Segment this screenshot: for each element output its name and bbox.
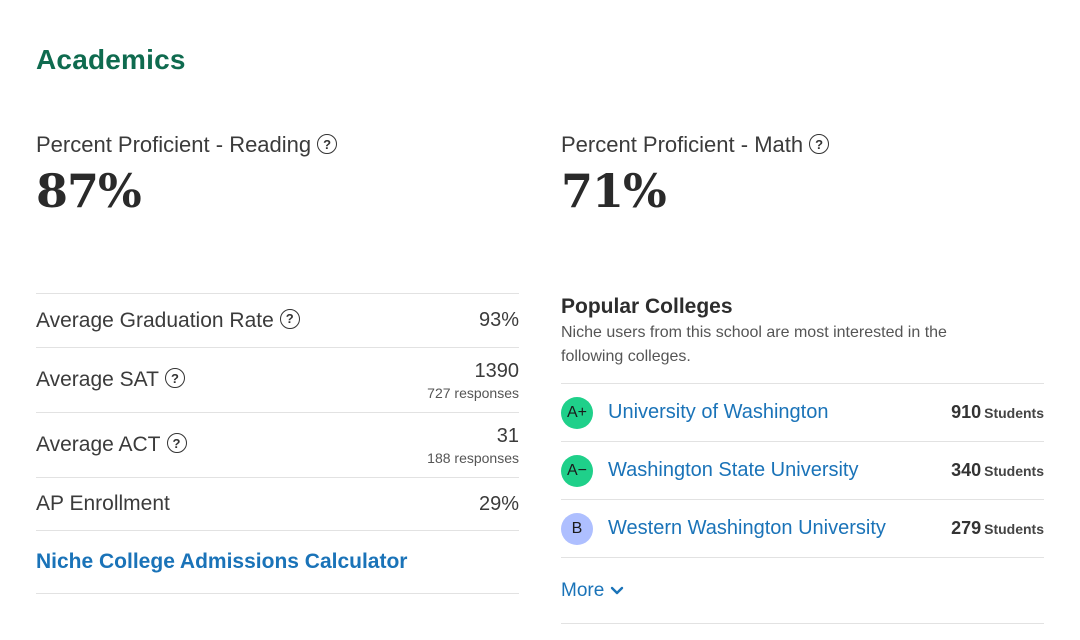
metric-label: AP Enrollment	[36, 492, 170, 515]
reading-proficiency-label: Percent Proficient - Reading	[36, 132, 312, 157]
metric-label: Average ACT	[36, 433, 161, 456]
college-link[interactable]: University of Washington	[608, 401, 829, 423]
reading-proficiency: Percent Proficient - Reading? 87%	[36, 132, 338, 218]
grade-badge: A−	[561, 454, 593, 487]
metric-label: Average SAT	[36, 368, 159, 391]
student-count-unit: Students	[984, 463, 1044, 479]
college-item: A− Washington State University 340 Studen…	[561, 442, 1044, 500]
math-proficiency: Percent Proficient - Math? 71%	[561, 132, 830, 218]
more-button[interactable]: More	[561, 580, 624, 602]
student-count: 340	[951, 460, 982, 480]
student-count: 910	[951, 402, 982, 422]
metric-act: Average ACT? 31 188 responses	[36, 413, 519, 478]
metric-value: 29%	[478, 492, 519, 515]
metric-graduation-rate: Average Graduation Rate? 93%	[36, 294, 519, 348]
help-icon[interactable]: ?	[809, 134, 830, 155]
academic-metrics: Average Graduation Rate? 93% Average SAT…	[36, 293, 519, 594]
admissions-calculator-link[interactable]: Niche College Admissions Calculator	[36, 550, 408, 573]
metric-ap-enrollment: AP Enrollment 29%	[36, 478, 519, 531]
metric-value: 93%	[478, 309, 519, 331]
metric-value: 31	[496, 424, 519, 447]
college-item: B Western Washington University 279 Stude…	[561, 500, 1044, 558]
college-item: A+ University of Washington 910 Students	[561, 384, 1044, 442]
grade-badge: A+	[561, 396, 593, 429]
popular-colleges-description: Niche users from this school are most in…	[561, 324, 947, 365]
metric-responses: 727 responses	[427, 384, 519, 401]
popular-colleges-title: Popular Colleges	[561, 295, 733, 318]
student-count-unit: Students	[984, 405, 1044, 421]
college-link[interactable]: Western Washington University	[608, 517, 886, 539]
help-icon[interactable]: ?	[279, 308, 300, 329]
math-proficiency-label: Percent Proficient - Math	[561, 132, 804, 157]
help-icon[interactable]: ?	[317, 134, 338, 155]
student-count: 279	[951, 518, 982, 538]
student-count-unit: Students	[984, 521, 1044, 537]
section-title: Academics	[36, 44, 186, 75]
metric-value: 1390	[474, 359, 520, 382]
more-label: More	[561, 579, 605, 601]
metric-responses: 188 responses	[427, 449, 519, 466]
math-proficiency-value: 71%	[561, 164, 667, 218]
grade-badge: B	[561, 512, 593, 545]
help-icon[interactable]: ?	[164, 368, 185, 389]
metric-sat: Average SAT? 1390 727 responses	[36, 348, 519, 413]
reading-proficiency-value: 87%	[36, 164, 142, 218]
popular-colleges: Popular Colleges Niche users from this s…	[561, 295, 1044, 624]
chevron-down-icon	[610, 580, 624, 602]
college-link[interactable]: Washington State University	[608, 459, 859, 481]
metric-label: Average Graduation Rate	[36, 308, 274, 332]
college-list: A+ University of Washington 910 Students …	[561, 383, 1044, 558]
help-icon[interactable]: ?	[166, 433, 187, 454]
